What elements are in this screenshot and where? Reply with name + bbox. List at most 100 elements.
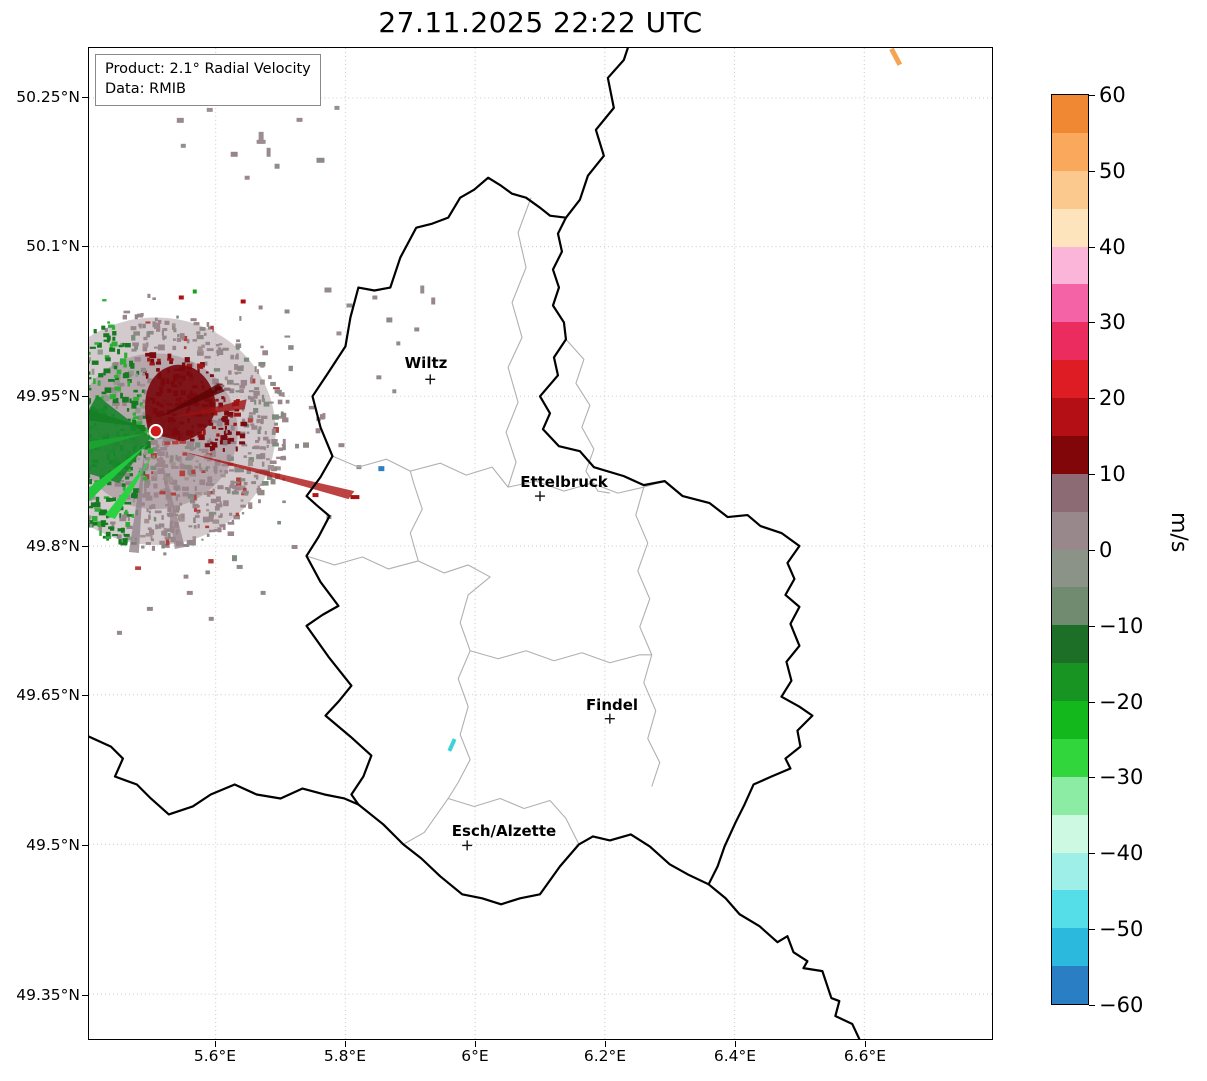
city-marker-ettelbruck xyxy=(535,491,545,502)
colorbar-segment xyxy=(1052,738,1088,777)
y-tick-label-0: 50.25°N xyxy=(16,88,80,106)
cyan-echo-streak xyxy=(447,738,457,752)
y-axis-tick xyxy=(82,995,88,997)
colorbar-segment xyxy=(1052,473,1088,512)
y-tick-label-2: 49.95°N xyxy=(16,387,80,405)
colorbar-segment xyxy=(1052,966,1088,1004)
map-canvas xyxy=(89,48,992,1039)
colorbar-tick-label-10: −40 xyxy=(1099,841,1144,865)
colorbar-tick xyxy=(1089,1005,1095,1007)
graticule-grid xyxy=(89,48,992,1039)
city-marker-esch xyxy=(462,840,473,851)
colorbar-tick xyxy=(1089,398,1095,400)
x-axis-tick xyxy=(475,1041,477,1047)
colorbar-segment xyxy=(1052,814,1088,853)
colorbar-segment xyxy=(1052,435,1088,474)
y-tick-label-3: 49.8°N xyxy=(26,537,80,555)
colorbar-segment xyxy=(1052,208,1088,247)
x-tick-label-1: 5.8°E xyxy=(323,1047,367,1065)
y-axis-tick xyxy=(82,246,88,248)
y-tick-label-5: 49.5°N xyxy=(26,836,80,854)
orange-echo-streak xyxy=(889,48,903,66)
y-tick-label-4: 49.65°N xyxy=(16,686,80,704)
colorbar-tick xyxy=(1089,322,1095,324)
y-axis-tick xyxy=(82,546,88,548)
city-label-esch: Esch/Alzette xyxy=(451,822,557,840)
city-label-wiltz: Wiltz xyxy=(404,354,448,372)
france-belgium-border xyxy=(89,735,360,816)
colorbar-tick-label-4: 20 xyxy=(1099,386,1126,410)
colorbar-tick xyxy=(1089,853,1095,855)
colorbar-segment xyxy=(1052,398,1088,436)
radar-site-marker xyxy=(148,424,164,439)
city-marker-findel xyxy=(604,713,615,724)
colorbar-tick xyxy=(1089,95,1095,97)
x-axis-tick xyxy=(605,1041,607,1047)
city-marker-wiltz xyxy=(425,374,436,385)
colorbar-segment xyxy=(1052,284,1088,323)
colorbar-tick-label-12: −60 xyxy=(1099,993,1144,1017)
canton-borders xyxy=(306,197,665,845)
x-tick-label-2: 6°E xyxy=(461,1047,489,1065)
colorbar-segment xyxy=(1052,701,1088,739)
x-axis-tick xyxy=(345,1041,347,1047)
city-markers xyxy=(425,374,615,851)
colorbar-tick xyxy=(1089,247,1095,249)
map-plot: Product: 2.1° Radial Velocity Data: RMIB… xyxy=(88,47,993,1040)
colorbar-gradient xyxy=(1052,95,1088,1004)
colorbar-tick-label-2: 40 xyxy=(1099,235,1126,259)
colorbar-segment xyxy=(1052,95,1088,133)
colorbar-segment xyxy=(1052,663,1088,701)
colorbar-tick-label-9: −30 xyxy=(1099,765,1144,789)
x-tick-label-4: 6.4°E xyxy=(713,1047,757,1065)
luxembourg-border xyxy=(305,176,814,906)
y-axis-tick xyxy=(82,97,88,99)
colorbar-segment xyxy=(1052,852,1088,891)
x-axis-tick xyxy=(735,1041,737,1047)
colorbar-segment xyxy=(1052,625,1088,664)
colorbar-tick-label-3: 30 xyxy=(1099,310,1126,334)
x-tick-label-5: 6.6°E xyxy=(843,1047,887,1065)
colorbar-tick-label-5: 10 xyxy=(1099,462,1126,486)
colorbar-tick xyxy=(1089,702,1095,704)
colorbar-tick xyxy=(1089,550,1095,552)
x-tick-label-3: 6.2°E xyxy=(583,1047,627,1065)
colorbar-tick xyxy=(1089,929,1095,931)
colorbar-segment xyxy=(1052,170,1088,209)
colorbar-tick-label-0: 60 xyxy=(1099,83,1126,107)
product-info-box: Product: 2.1° Radial Velocity Data: RMIB xyxy=(95,54,321,106)
colorbar-segment xyxy=(1052,322,1088,361)
colorbar-tick xyxy=(1089,474,1095,476)
y-axis-tick xyxy=(82,695,88,697)
colorbar xyxy=(1051,94,1089,1005)
x-axis-tick xyxy=(865,1041,867,1047)
colorbar-tick xyxy=(1089,171,1095,173)
colorbar-segment xyxy=(1052,587,1088,626)
colorbar-tick xyxy=(1089,626,1095,628)
colorbar-tick-label-6: 0 xyxy=(1099,538,1113,562)
figure-title: 27.11.2025 22:22 UTC xyxy=(378,6,703,39)
colorbar-tick xyxy=(1089,777,1095,779)
colorbar-unit-label: m/s xyxy=(1166,512,1191,553)
y-axis-tick xyxy=(82,845,88,847)
colorbar-tick-label-11: −50 xyxy=(1099,917,1144,941)
colorbar-segment xyxy=(1052,511,1088,550)
colorbar-segment xyxy=(1052,776,1088,815)
belgium-germany-border xyxy=(564,48,629,219)
colorbar-segment xyxy=(1052,549,1088,588)
radar-clutter-echoes xyxy=(116,48,903,752)
foreign-borders xyxy=(89,48,861,1039)
colorbar-segment xyxy=(1052,928,1088,967)
y-tick-label-6: 49.35°N xyxy=(16,986,80,1004)
germany-france-border xyxy=(707,883,861,1039)
data-source-line: Data: RMIB xyxy=(105,81,186,98)
colorbar-segment xyxy=(1052,360,1088,398)
colorbar-tick-label-8: −20 xyxy=(1099,690,1144,714)
product-line: Product: 2.1° Radial Velocity xyxy=(105,61,311,77)
colorbar-tick-label-7: −10 xyxy=(1099,614,1144,638)
y-tick-label-1: 50.1°N xyxy=(26,237,80,255)
x-tick-label-0: 5.6°E xyxy=(193,1047,237,1065)
x-axis-tick xyxy=(215,1041,217,1047)
colorbar-segment xyxy=(1052,132,1088,171)
